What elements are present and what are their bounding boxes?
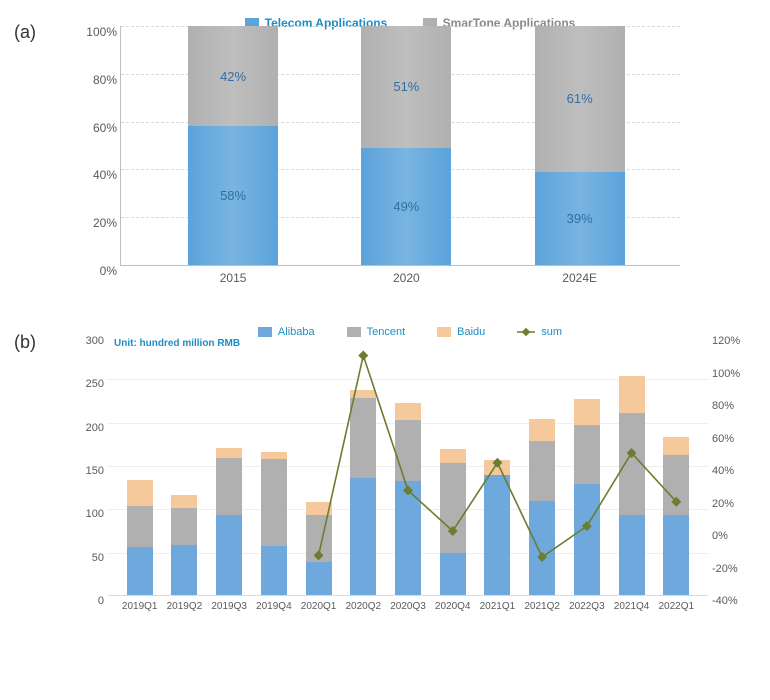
panel-b-label: (b) — [14, 332, 36, 353]
chart-a-bar-label: 42% — [220, 69, 246, 84]
chart-b-xtick: 2021Q1 — [476, 601, 518, 612]
panel-b: (b) Unit: hundred million RMB 0 50 100 150 2… — [10, 326, 760, 656]
chart-b-bar — [216, 448, 242, 595]
chart-a-ytick: 80% — [73, 73, 117, 87]
chart-b-bar — [261, 452, 287, 595]
chart-a-xtick: 2015 — [188, 271, 278, 285]
chart-b-bar — [574, 399, 600, 595]
chart-b-bar — [663, 437, 689, 595]
chart-b-bar — [529, 419, 555, 595]
panel-a: (a) 0% 20% 40% 60% 80% 100% 42% 58% 2015 51% 49% 20… — [10, 16, 760, 316]
chart-b-bar — [127, 480, 153, 595]
chart-a-bar: 61% 39% — [535, 26, 625, 265]
chart-a-bar-label: 49% — [393, 199, 419, 214]
chart-b-ytick-right: 80% — [712, 400, 752, 412]
chart-b-ytick-right: -20% — [712, 563, 752, 575]
chart-b-xtick: 2021Q2 — [521, 601, 563, 612]
chart-b-xtick: 2020Q4 — [432, 601, 474, 612]
chart-b-xtick: 2019Q4 — [253, 601, 295, 612]
chart-b-xtick: 2019Q1 — [119, 601, 161, 612]
chart-b-ytick-left: 200 — [68, 422, 104, 434]
chart-b-ytick-right: 0% — [712, 530, 752, 542]
chart-b-ytick-left: 250 — [68, 378, 104, 390]
chart-b-bar — [306, 502, 332, 595]
chart-b-ytick-left: 0 — [68, 595, 104, 607]
chart-a-ytick: 40% — [73, 168, 117, 182]
chart-a-ytick: 100% — [73, 25, 117, 39]
chart-b-bar — [395, 403, 421, 595]
chart-a-bar-label: 39% — [567, 211, 593, 226]
chart-a: 0% 20% 40% 60% 80% 100% 42% 58% 2015 51% 49% 2020 61… — [60, 16, 760, 316]
chart-b-xtick: 2022Q3 — [566, 601, 608, 612]
chart-a-xtick: 2020 — [361, 271, 451, 285]
chart-b-bar — [619, 376, 645, 595]
chart-b-xtick: 2020Q2 — [342, 601, 384, 612]
chart-b-ytick-left: 100 — [68, 508, 104, 520]
chart-b-ytick-left: 150 — [68, 465, 104, 477]
chart-a-ytick: 60% — [73, 121, 117, 135]
chart-b-bar — [440, 449, 466, 595]
chart-b-ytick-left: 50 — [68, 552, 104, 564]
chart-b-bar — [171, 495, 197, 595]
chart-a-bar-label: 61% — [567, 91, 593, 106]
chart-b-bar — [484, 460, 510, 595]
chart-b-ytick-right: -40% — [712, 595, 752, 607]
chart-a-bar: 51% 49% — [361, 26, 451, 265]
chart-b-ytick-left: 300 — [68, 335, 104, 347]
chart-a-ytick: 20% — [73, 216, 117, 230]
chart-b-xtick: 2020Q3 — [387, 601, 429, 612]
chart-a-ytick: 0% — [73, 264, 117, 278]
chart-b-xtick: 2021Q4 — [611, 601, 653, 612]
chart-a-plot: 0%20%40%60%80%100%42%58%201551%49%202061… — [120, 26, 680, 266]
chart-b-ytick-right: 120% — [712, 335, 752, 347]
chart-a-bar-label: 51% — [393, 79, 419, 94]
chart-b-plot: Unit: hundred million RMB 05010015020025… — [108, 336, 708, 596]
chart-b-ytick-right: 100% — [712, 368, 752, 380]
chart-b-bar — [350, 390, 376, 595]
chart-b-xtick: 2019Q3 — [208, 601, 250, 612]
panel-a-label: (a) — [14, 22, 36, 43]
chart-a-bar-label: 58% — [220, 188, 246, 203]
chart-b-unit-label: Unit: hundred million RMB — [114, 338, 240, 349]
chart-b-ytick-right: 60% — [712, 433, 752, 445]
chart-b-xtick: 2019Q2 — [163, 601, 205, 612]
chart-b-ytick-right: 20% — [712, 498, 752, 510]
chart-a-bar: 42% 58% — [188, 26, 278, 265]
chart-b-ytick-right: 40% — [712, 465, 752, 477]
chart-b-xtick: 2020Q1 — [298, 601, 340, 612]
chart-a-xtick: 2024E — [535, 271, 625, 285]
chart-b: Unit: hundred million RMB 0 50 100 150 200 25… — [60, 326, 760, 656]
chart-b-xtick: 2022Q1 — [655, 601, 697, 612]
